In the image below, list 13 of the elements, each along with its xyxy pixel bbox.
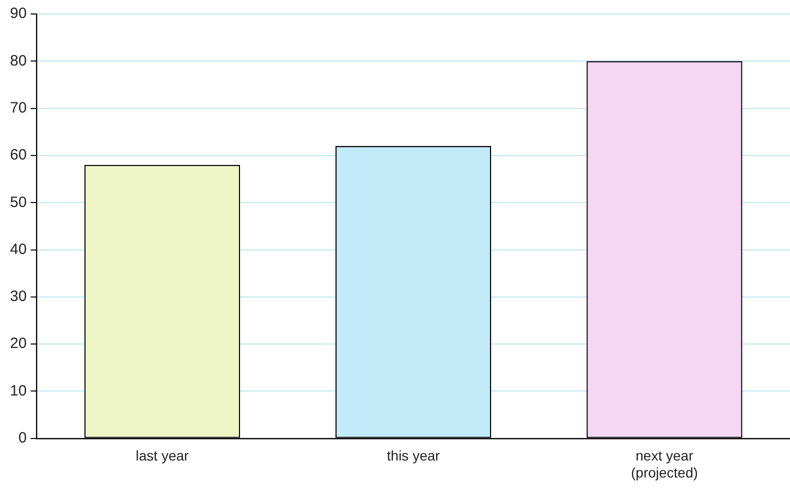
- y-tick-label: 80: [10, 52, 27, 70]
- y-tick-label: 10: [10, 382, 27, 400]
- y-tick-label: 40: [10, 240, 27, 258]
- y-tick-label: 60: [10, 146, 27, 164]
- y-tick-label: 50: [10, 194, 27, 211]
- y-tick-label: 70: [10, 99, 27, 116]
- y-tick-label: 90: [10, 5, 27, 22]
- x-tick-label: this year: [386, 448, 440, 464]
- y-tick-label: 20: [10, 335, 27, 352]
- y-tick-label: 0: [18, 430, 27, 447]
- x-tick-label: last year: [136, 448, 190, 464]
- y-tick-label: 30: [10, 288, 27, 306]
- x-tick-label: next year (projected): [630, 448, 698, 480]
